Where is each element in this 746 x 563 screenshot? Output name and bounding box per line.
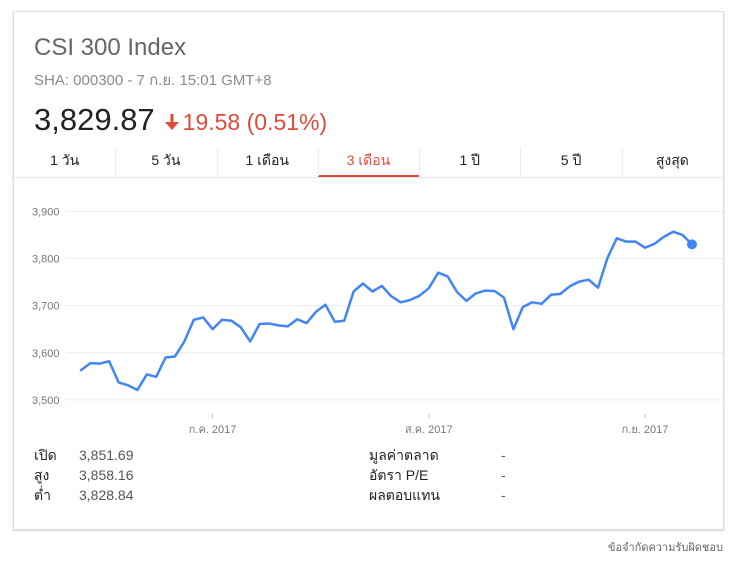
stat-label: เปิด [34, 447, 57, 463]
tab-5-day[interactable]: 5 วัน [115, 147, 216, 177]
price-line [79, 230, 694, 392]
tab-5-year[interactable]: 5 ปี [520, 147, 621, 177]
tab-1-month[interactable]: 1 เดือน [216, 147, 318, 177]
price-chart[interactable]: 3,500 3,600 3,700 3,800 3,900 ก.ค. 2017 ส.ค. 2… [14, 202, 723, 442]
tab-1-year[interactable]: 1 ปี [419, 147, 520, 177]
disclaimer-link[interactable]: ข้อจำกัดความรับผิดชอบ [607, 542, 723, 554]
tab-max[interactable]: สูงสุด [621, 147, 723, 177]
tab-3-month[interactable]: 3 เดือน [317, 147, 420, 177]
price-row: 3,829.87 19.58 (0.51%) [34, 102, 327, 138]
stat-label: อัตรา P/E [369, 467, 429, 483]
x-tick-label: ก.ค. 2017 [189, 424, 237, 436]
stat-label: ผลตอบแทน [369, 487, 440, 503]
stat-row-low: ต่ำ 3,828.84 [34, 485, 199, 505]
index-subtitle: SHA: 000300 - 7 ก.ย. 15:01 GMT+8 [34, 72, 272, 89]
x-tick-label: ก.ย. 2017 [622, 424, 669, 436]
stock-card: CSI 300 Index SHA: 000300 - 7 ก.ย. 15:01… [13, 11, 724, 530]
current-value-dot [687, 239, 697, 250]
price-change-text: 19.58 (0.51%) [182, 108, 328, 135]
index-title: CSI 300 Index [34, 34, 187, 61]
stat-value: 3,828.84 [79, 487, 134, 503]
stat-label: มูลค่าตลาด [369, 447, 439, 463]
stat-row-open: เปิด 3,851.69 [34, 445, 199, 465]
stat-value: 3,858.16 [79, 467, 134, 483]
stat-row-market-cap: มูลค่าตลาด - [369, 445, 621, 465]
stat-row-yield: ผลตอบแทน - [369, 485, 621, 505]
tab-1-day[interactable]: 1 วัน [50, 152, 80, 168]
stat-value: - [501, 467, 506, 483]
y-tick-label: 3,600 [32, 348, 60, 360]
y-tick-label: 3,900 [32, 206, 60, 218]
arrow-down-icon [164, 114, 179, 130]
y-tick-label: 3,500 [32, 395, 60, 407]
stats-left: เปิด 3,851.69 สูง 3,858.16 ต่ำ 3,828.84 [34, 445, 199, 505]
y-tick-label: 3,700 [32, 301, 60, 313]
stats-right: มูลค่าตลาด - อัตรา P/E - ผลตอบแทน - [369, 445, 621, 505]
stat-row-pe-ratio: อัตรา P/E - [369, 465, 621, 485]
y-tick-label: 3,800 [32, 254, 60, 266]
x-tick-label: ส.ค. 2017 [405, 424, 453, 436]
stat-value: - [501, 447, 506, 463]
range-tabs: 1 วัน 5 วัน 1 เดือน 3 เดือน 1 ปี 5 ปี สู… [14, 147, 723, 178]
price-change: 19.58 (0.51%) [164, 108, 328, 136]
stat-value: - [501, 487, 506, 503]
stat-value: 3,851.69 [79, 447, 134, 463]
stat-label: ต่ำ [34, 487, 51, 503]
stat-row-high: สูง 3,858.16 [34, 465, 199, 485]
stat-label: สูง [34, 467, 50, 483]
current-price: 3,829.87 [34, 102, 155, 137]
